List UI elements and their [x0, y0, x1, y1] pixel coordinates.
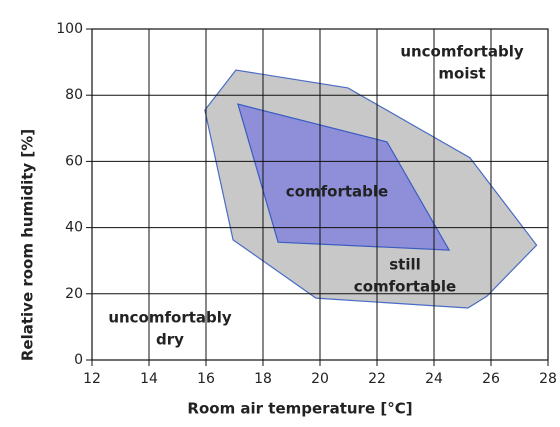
x-tick-label: 24 — [425, 371, 443, 387]
x-tick-label: 12 — [83, 371, 101, 387]
annotation: uncomfortably — [400, 43, 524, 61]
y-tick-label: 40 — [65, 220, 83, 236]
x-tick-label: 26 — [482, 371, 500, 387]
y-axis-label: Relative room humidity [%] — [19, 129, 37, 361]
x-tick-label: 22 — [368, 371, 386, 387]
annotation: still — [389, 256, 421, 274]
x-tick-label: 14 — [140, 371, 158, 387]
x-tick-label: 20 — [311, 371, 329, 387]
annotation: dry — [156, 331, 184, 349]
y-tick-label: 20 — [65, 286, 83, 302]
x-tick-label: 28 — [539, 371, 557, 387]
y-tick-label: 0 — [74, 352, 83, 368]
y-tick-label: 80 — [65, 87, 83, 103]
y-tick-label: 60 — [65, 153, 83, 169]
annotation: comfortable — [354, 278, 456, 296]
x-tick-label: 18 — [254, 371, 272, 387]
annotation: comfortable — [286, 183, 388, 201]
y-tick-label: 100 — [56, 21, 83, 37]
annotation: moist — [438, 65, 485, 83]
x-tick-label: 16 — [197, 371, 215, 387]
annotation: uncomfortably — [108, 309, 232, 327]
region — [237, 103, 451, 251]
x-axis-label: Room air temperature [°C] — [187, 400, 412, 418]
